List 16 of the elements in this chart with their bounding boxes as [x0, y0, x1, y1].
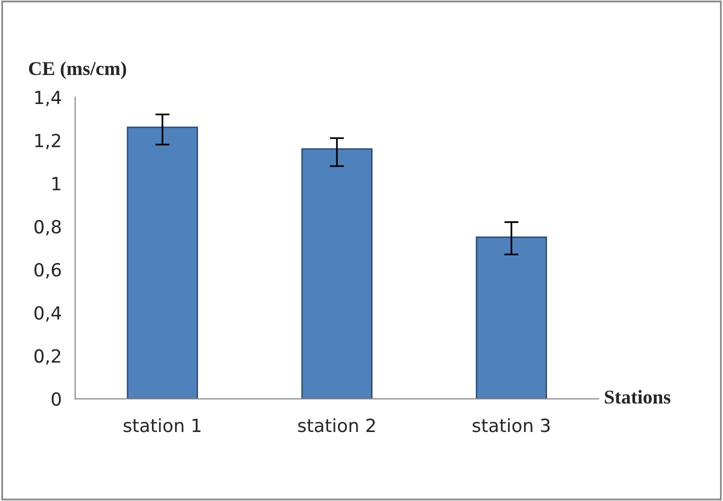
y-tick-label: 1 [52, 177, 60, 190]
x-tick-label: station 3 [472, 418, 550, 432]
y-tick-label: 1,4 [35, 90, 61, 106]
y-tick-label: 0,2 [34, 349, 60, 365]
bar [476, 236, 547, 399]
bar [126, 126, 198, 399]
x-axis-title: Stations [604, 390, 670, 404]
y-tick-label: 0,4 [34, 306, 61, 322]
y-tick-label: 0,6 [34, 262, 61, 278]
x-tick-label: station 2 [298, 418, 375, 432]
bar [301, 148, 373, 399]
y-axis-title: CE (ms/cm) [29, 61, 126, 80]
y-tick-label: 0 [52, 392, 61, 406]
x-tick-label: station 1 [124, 418, 200, 432]
y-tick-label: 0,8 [34, 220, 61, 236]
y-tick-label: 1,2 [35, 134, 60, 150]
